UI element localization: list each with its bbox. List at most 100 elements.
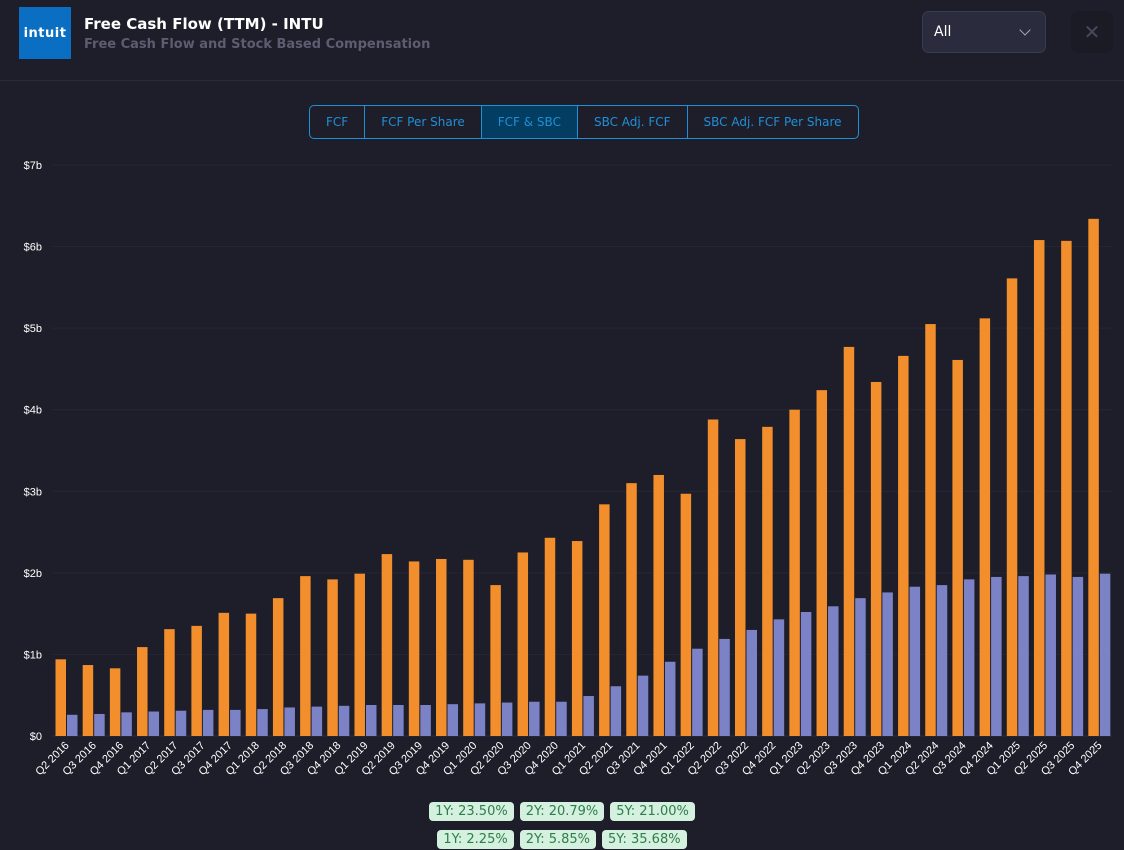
fcf-bar <box>762 426 773 736</box>
fcf-bar <box>517 552 529 736</box>
tab-fcf-per-share[interactable]: FCF Per Share <box>365 106 482 138</box>
y-tick-label: $6b <box>24 242 42 254</box>
tab-fcf-sbc[interactable]: FCF & SBC <box>481 106 578 138</box>
sbc-bar <box>637 675 649 736</box>
tab-sbc-adj-fcf-per-share[interactable]: SBC Adj. FCF Per Share <box>703 115 842 129</box>
fcf-bar <box>571 541 583 736</box>
growth-badge: 5Y: 21.00% <box>610 802 695 821</box>
y-tick-label: $0 <box>30 731 42 743</box>
sbc-bar <box>420 705 431 736</box>
fcf-bar <box>245 613 257 736</box>
sbc-bar <box>529 701 540 736</box>
sbc-bar <box>94 713 105 736</box>
fcf-bar <box>843 346 855 736</box>
tab-fcf[interactable]: FCF <box>310 106 366 138</box>
y-tick-label: $1b <box>24 649 42 661</box>
sbc-bar <box>311 706 323 736</box>
sbc-bar <box>67 714 78 736</box>
fcf-bar <box>680 493 692 736</box>
sbc-bar <box>882 592 893 736</box>
sbc-bar <box>121 712 132 736</box>
chart-mode-tabs: FCF FCF Per Share FCF & SBC SBC Adj. FCF… <box>309 105 859 139</box>
fcf-bar <box>137 647 148 736</box>
fcf-bar <box>463 559 474 736</box>
fcf-bar <box>816 390 828 736</box>
sbc-bar <box>610 686 622 736</box>
sbc-bar <box>963 579 975 736</box>
period-select-value: All <box>934 24 952 40</box>
sbc-bar <box>991 576 1002 736</box>
fcf-bar <box>55 659 66 736</box>
y-tick-label: $2b <box>24 568 42 580</box>
y-tick-label: $4b <box>24 405 42 417</box>
growth-row-sbc: 1Y: 2.25% 2Y: 5.85% 5Y: 35.68% <box>0 830 1124 849</box>
intuit-logo: intuit <box>19 7 71 59</box>
fcf-bar <box>707 419 719 736</box>
sbc-bar <box>257 709 268 736</box>
fcf-bar <box>599 504 610 736</box>
fcf-bar <box>164 629 175 736</box>
fcf-bar <box>952 359 963 736</box>
fcf-bar <box>191 625 202 736</box>
fcf-bar <box>354 573 365 736</box>
sbc-bar <box>338 705 350 736</box>
header: intuit Free Cash Flow (TTM) - INTU Free … <box>0 0 1124 81</box>
y-tick-label: $3b <box>24 486 42 498</box>
fcf-bar <box>789 409 800 736</box>
fcf-bar <box>925 324 936 736</box>
sbc-bar <box>393 705 404 736</box>
sbc-bar <box>148 711 160 736</box>
tab-sbc-adj-fcf[interactable]: SBC Adj. FCF <box>578 106 688 138</box>
fcf-bar <box>327 579 338 736</box>
period-select[interactable]: All <box>922 11 1046 53</box>
sbc-bar <box>828 606 839 736</box>
sbc-bar <box>474 703 486 736</box>
fcf-bar <box>870 381 882 736</box>
fcf-bar <box>408 561 420 736</box>
sbc-bar <box>556 701 567 736</box>
fcf-bar <box>979 318 991 736</box>
fcf-bar <box>218 612 230 736</box>
sbc-bar <box>447 704 459 736</box>
fcf-bar <box>381 554 393 736</box>
fcf-bar <box>109 668 121 736</box>
growth-badge: 2Y: 5.85% <box>519 830 596 849</box>
sbc-bar <box>664 661 676 736</box>
sbc-bar <box>230 709 241 736</box>
growth-row-fcf: 1Y: 23.50% 2Y: 20.79% 5Y: 21.00% <box>0 802 1124 821</box>
page-title: Free Cash Flow (TTM) - INTU <box>84 15 324 33</box>
sbc-bar <box>1045 574 1056 736</box>
sbc-bar <box>583 696 594 736</box>
fcf-bar <box>82 665 94 736</box>
fcf-bar <box>272 598 284 736</box>
fcf-bar <box>300 576 311 736</box>
fcf-bar <box>544 537 556 736</box>
fcf-bar <box>1033 240 1045 736</box>
fcf-bar <box>626 483 637 736</box>
fcf-bar <box>1088 218 1099 736</box>
sbc-bar <box>284 707 295 736</box>
growth-badge: 1Y: 23.50% <box>429 802 514 821</box>
sbc-bar <box>773 619 785 736</box>
y-tick-label: $5b <box>24 323 42 335</box>
sbc-bar <box>365 705 377 736</box>
growth-badge: 5Y: 35.68% <box>602 830 687 849</box>
close-icon: ✕ <box>1083 20 1101 44</box>
fcf-bar <box>653 474 664 736</box>
sbc-bar <box>202 709 214 736</box>
sbc-bar <box>1018 576 1029 736</box>
sbc-bar <box>746 629 757 736</box>
fcf-bar <box>1061 240 1072 736</box>
sbc-bar <box>692 648 703 736</box>
sbc-bar <box>1099 573 1111 736</box>
sbc-bar <box>855 598 866 736</box>
fcf-bar <box>490 585 501 736</box>
sbc-bar <box>719 638 730 736</box>
sbc-bar <box>800 612 812 736</box>
fcf-bar <box>734 439 746 736</box>
close-button[interactable]: ✕ <box>1071 11 1113 53</box>
sbc-bar <box>936 585 948 736</box>
y-tick-label: $7b <box>24 160 42 172</box>
page-subtitle: Free Cash Flow and Stock Based Compensat… <box>84 37 431 52</box>
